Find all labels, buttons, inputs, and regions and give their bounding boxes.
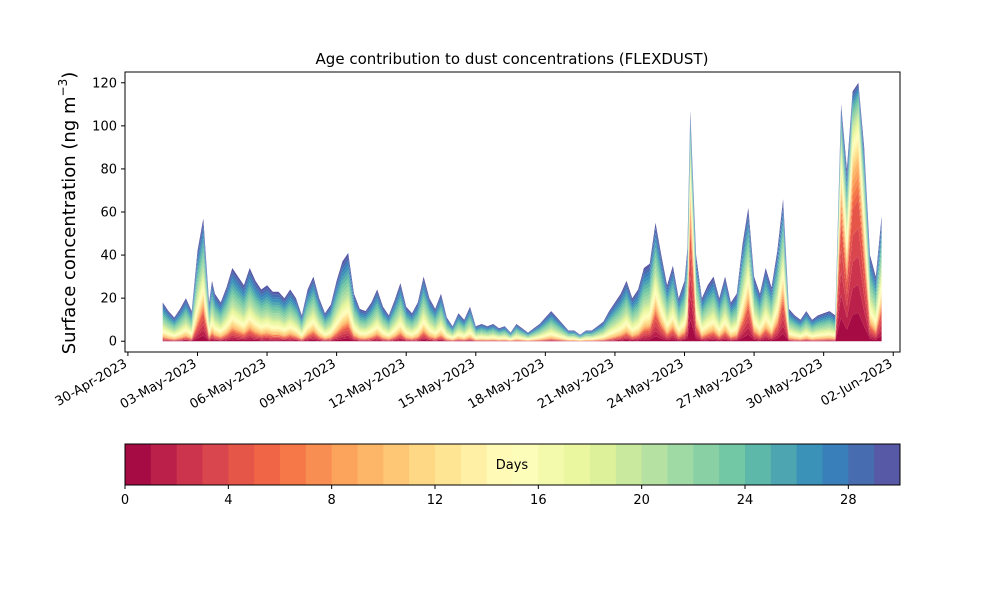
y-axis-label-main: Surface concentration (ng m bbox=[59, 96, 80, 354]
colorbar-tick-label: 0 bbox=[121, 493, 129, 508]
colorbar-swatch-day-1 bbox=[150, 444, 178, 485]
y-tick-label: 60 bbox=[100, 206, 117, 221]
colorbar-swatch-day-23 bbox=[719, 444, 746, 485]
colorbar-swatch-day-17 bbox=[564, 444, 591, 485]
colorbar-swatch-day-19 bbox=[615, 444, 643, 485]
age-layers bbox=[162, 82, 882, 342]
colorbar-swatch-day-10 bbox=[383, 444, 410, 485]
colorbar-swatch-day-26 bbox=[796, 444, 823, 485]
colorbar-swatch-day-11 bbox=[409, 444, 436, 485]
colorbar-tick-label: 8 bbox=[328, 493, 336, 508]
colorbar-swatch-day-18 bbox=[590, 444, 617, 485]
colorbar-swatch-day-15 bbox=[512, 444, 539, 485]
colorbar-tick-label: 20 bbox=[633, 493, 650, 508]
colorbar-swatch-day-12 bbox=[435, 444, 462, 485]
colorbar-swatch-day-27 bbox=[822, 444, 849, 485]
colorbar-tick-label: 12 bbox=[427, 493, 444, 508]
colorbar-swatch-day-8 bbox=[331, 444, 358, 485]
colorbar-tick-label: 24 bbox=[737, 493, 754, 508]
colorbar-tick-label: 16 bbox=[530, 493, 547, 508]
colorbar-swatch-day-6 bbox=[280, 444, 307, 485]
colorbar-swatch-day-28 bbox=[848, 444, 875, 485]
colorbar-swatch-day-24 bbox=[745, 444, 772, 485]
colorbar-swatch-day-3 bbox=[202, 444, 229, 485]
y-axis-label: Surface concentration (ng m−3) bbox=[56, 72, 80, 355]
age-layer-day-26 bbox=[162, 90, 882, 337]
chart-title: Age contribution to dust concentrations … bbox=[316, 50, 709, 68]
y-tick-label: 120 bbox=[92, 76, 117, 91]
colorbar-tick-label: 4 bbox=[224, 493, 232, 508]
y-tick-label: 0 bbox=[109, 335, 117, 350]
colorbar-swatch-day-9 bbox=[357, 444, 384, 485]
colorbar-swatch-day-2 bbox=[176, 444, 203, 485]
colorbar-swatch-day-0 bbox=[125, 444, 152, 485]
colorbar-swatch-day-16 bbox=[538, 444, 565, 485]
y-tick-label: 80 bbox=[100, 162, 117, 177]
y-axis-label-exponent: −3 bbox=[56, 79, 70, 97]
colorbar bbox=[124, 443, 901, 486]
colorbar-swatch-day-14 bbox=[486, 444, 513, 485]
colorbar-frame bbox=[124, 443, 901, 486]
colorbar-label: Days bbox=[496, 458, 529, 473]
age-layer-day-15 bbox=[162, 130, 882, 340]
y-axis: 0 20 40 60 80 100 120 bbox=[92, 76, 125, 350]
y-tick-label: 40 bbox=[100, 249, 117, 264]
colorbar-swatch-day-13 bbox=[460, 444, 488, 485]
colorbar-tick-label: 28 bbox=[840, 493, 857, 508]
colorbar-swatch-day-5 bbox=[254, 444, 281, 485]
colorbar-swatch-day-4 bbox=[228, 444, 255, 485]
colorbar-axis: 0 4 8 12 16 20 24 28 bbox=[121, 485, 857, 508]
colorbar-swatch-day-21 bbox=[667, 444, 694, 485]
colorbar-swatch-day-29 bbox=[874, 444, 901, 485]
y-tick-label: 100 bbox=[92, 119, 117, 134]
y-tick-label: 20 bbox=[100, 292, 117, 307]
colorbar-swatch-day-22 bbox=[693, 444, 720, 485]
y-axis-label-close: ) bbox=[59, 72, 80, 79]
colorbar-swatch-day-7 bbox=[305, 444, 333, 485]
colorbar-swatch-day-20 bbox=[641, 444, 668, 485]
colorbar-swatch-day-25 bbox=[770, 444, 798, 485]
